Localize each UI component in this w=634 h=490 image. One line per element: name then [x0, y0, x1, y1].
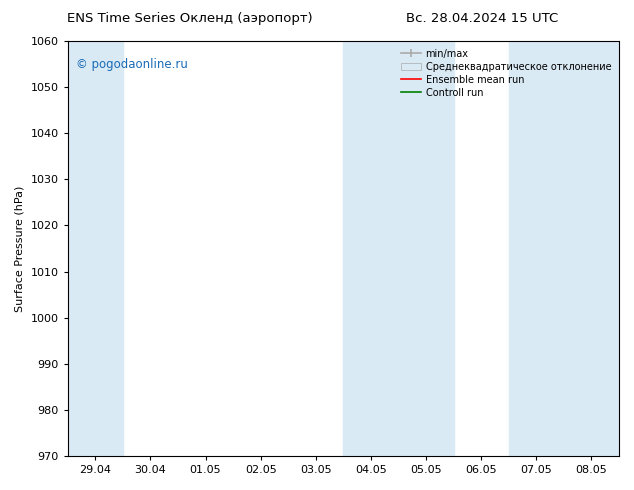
Bar — [508, 41, 619, 456]
Text: ENS Time Series Окленд (аэропорт): ENS Time Series Окленд (аэропорт) — [67, 12, 313, 25]
Bar — [344, 41, 453, 456]
Y-axis label: Surface Pressure (hPa): Surface Pressure (hPa) — [15, 185, 25, 312]
Legend: min/max, Среднеквадратическое отклонение, Ensemble mean run, Controll run: min/max, Среднеквадратическое отклонение… — [398, 46, 614, 100]
Text: © pogodaonline.ru: © pogodaonline.ru — [76, 58, 188, 71]
Text: Вс. 28.04.2024 15 UTC: Вс. 28.04.2024 15 UTC — [406, 12, 558, 25]
Bar — [68, 41, 123, 456]
